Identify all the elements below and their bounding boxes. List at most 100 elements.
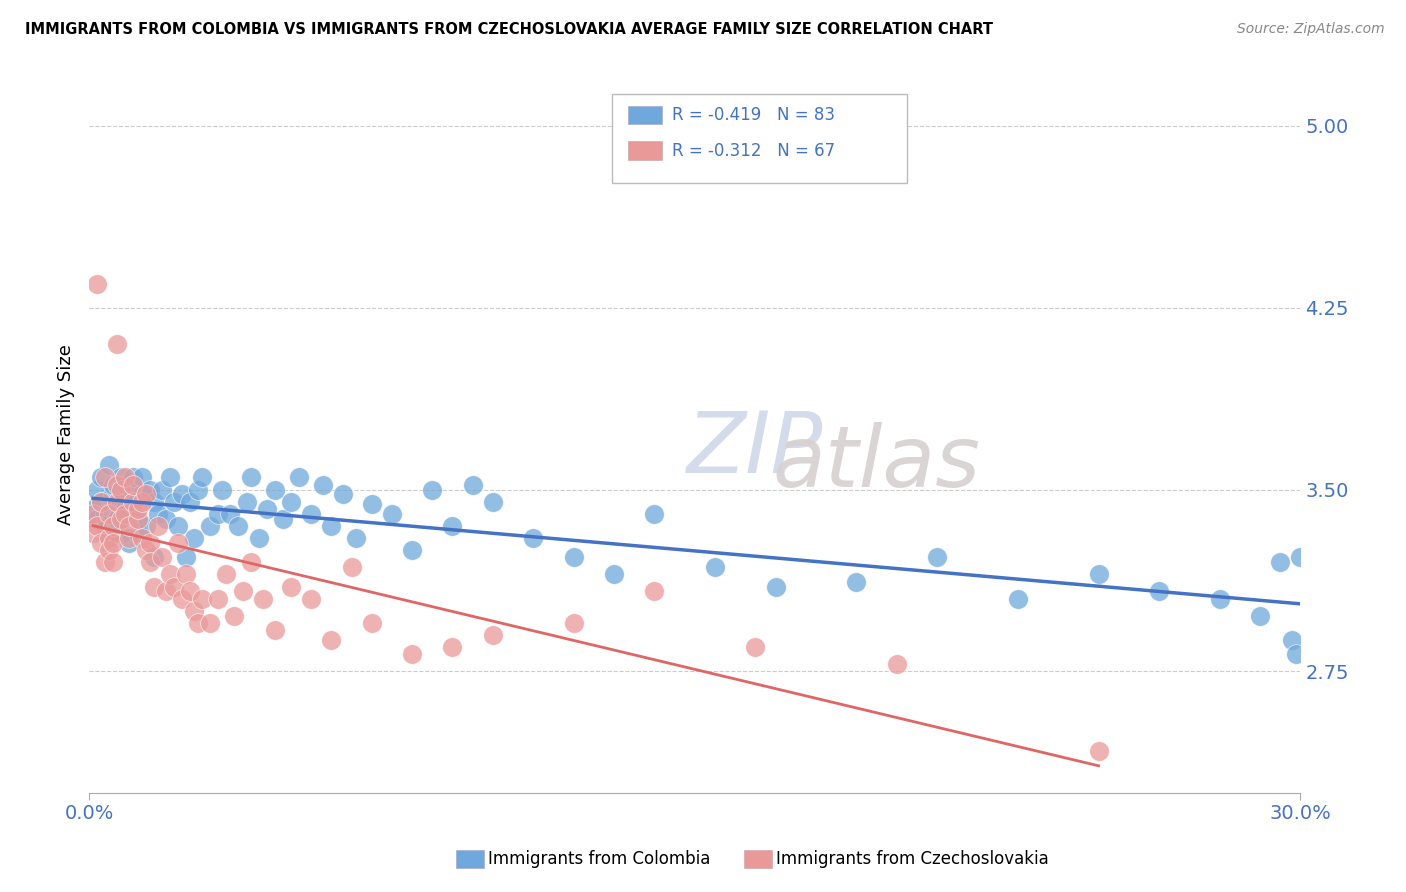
Text: R = -0.419   N = 83: R = -0.419 N = 83 <box>672 106 835 124</box>
Point <box>207 507 229 521</box>
Text: Immigrants from Colombia: Immigrants from Colombia <box>488 850 710 868</box>
Point <box>1087 744 1109 758</box>
Point <box>886 657 908 672</box>
Point <box>170 487 193 501</box>
Point <box>82 502 104 516</box>
Point <box>744 640 766 655</box>
Point <box>138 536 160 550</box>
Point <box>183 604 205 618</box>
Point <box>288 470 311 484</box>
Point <box>122 494 145 508</box>
Point <box>127 526 149 541</box>
Text: ZIP: ZIP <box>688 408 824 491</box>
Point <box>219 507 242 521</box>
Point <box>135 519 157 533</box>
Text: IMMIGRANTS FROM COLOMBIA VS IMMIGRANTS FROM CZECHOSLOVAKIA AVERAGE FAMILY SIZE C: IMMIGRANTS FROM COLOMBIA VS IMMIGRANTS F… <box>25 22 993 37</box>
Y-axis label: Average Family Size: Average Family Size <box>58 344 75 525</box>
Point <box>200 615 222 630</box>
Point <box>110 483 132 497</box>
Point <box>344 531 367 545</box>
Point <box>247 531 270 545</box>
Point <box>1147 584 1170 599</box>
Point <box>845 574 868 589</box>
Point <box>146 519 169 533</box>
Point <box>174 550 197 565</box>
Point <box>215 567 238 582</box>
Point <box>299 591 322 606</box>
Point <box>142 550 165 565</box>
Point <box>82 507 104 521</box>
Point <box>127 512 149 526</box>
Point <box>114 487 136 501</box>
Point <box>167 536 190 550</box>
Point <box>603 567 626 582</box>
Point <box>231 584 253 599</box>
Point <box>103 477 125 491</box>
Point <box>155 584 177 599</box>
Point <box>263 624 285 638</box>
Point <box>131 470 153 484</box>
Point <box>280 494 302 508</box>
Point <box>174 567 197 582</box>
Point <box>127 502 149 516</box>
Point <box>187 483 209 497</box>
Point <box>90 494 112 508</box>
Point <box>1087 567 1109 582</box>
Point <box>482 628 505 642</box>
Point <box>704 560 727 574</box>
Point <box>482 494 505 508</box>
Point <box>135 487 157 501</box>
Point <box>170 591 193 606</box>
Point <box>461 477 484 491</box>
Point <box>1208 591 1230 606</box>
Point <box>224 608 246 623</box>
Point <box>401 648 423 662</box>
Point <box>105 497 128 511</box>
Point <box>98 543 121 558</box>
Point <box>86 512 108 526</box>
Point <box>146 507 169 521</box>
Point <box>118 531 141 545</box>
Point <box>163 580 186 594</box>
Text: atlas: atlas <box>772 422 980 505</box>
Point <box>522 531 544 545</box>
Point <box>191 470 214 484</box>
Point <box>98 507 121 521</box>
Point <box>110 526 132 541</box>
Point <box>105 494 128 508</box>
Point <box>94 555 117 569</box>
Text: R = -0.312   N = 67: R = -0.312 N = 67 <box>672 142 835 160</box>
Point <box>159 470 181 484</box>
Point <box>312 477 335 491</box>
Point <box>122 470 145 484</box>
Point <box>114 470 136 484</box>
Point <box>90 536 112 550</box>
Point <box>441 519 464 533</box>
Point <box>131 531 153 545</box>
Point <box>86 277 108 291</box>
Point <box>360 497 382 511</box>
Point <box>211 483 233 497</box>
Point <box>765 580 787 594</box>
Point <box>420 483 443 497</box>
Point <box>1270 555 1292 569</box>
Point <box>118 519 141 533</box>
Point <box>131 494 153 508</box>
Point <box>360 615 382 630</box>
Point <box>179 494 201 508</box>
Point <box>239 555 262 569</box>
Point <box>82 526 104 541</box>
Point <box>183 531 205 545</box>
Point <box>122 477 145 491</box>
Point <box>207 591 229 606</box>
Point <box>167 519 190 533</box>
Point <box>150 550 173 565</box>
Point <box>142 580 165 594</box>
Text: Immigrants from Czechoslovakia: Immigrants from Czechoslovakia <box>776 850 1049 868</box>
Point <box>340 560 363 574</box>
Point <box>1249 608 1271 623</box>
Point <box>114 507 136 521</box>
Point <box>321 519 343 533</box>
Text: Source: ZipAtlas.com: Source: ZipAtlas.com <box>1237 22 1385 37</box>
Point <box>562 615 585 630</box>
